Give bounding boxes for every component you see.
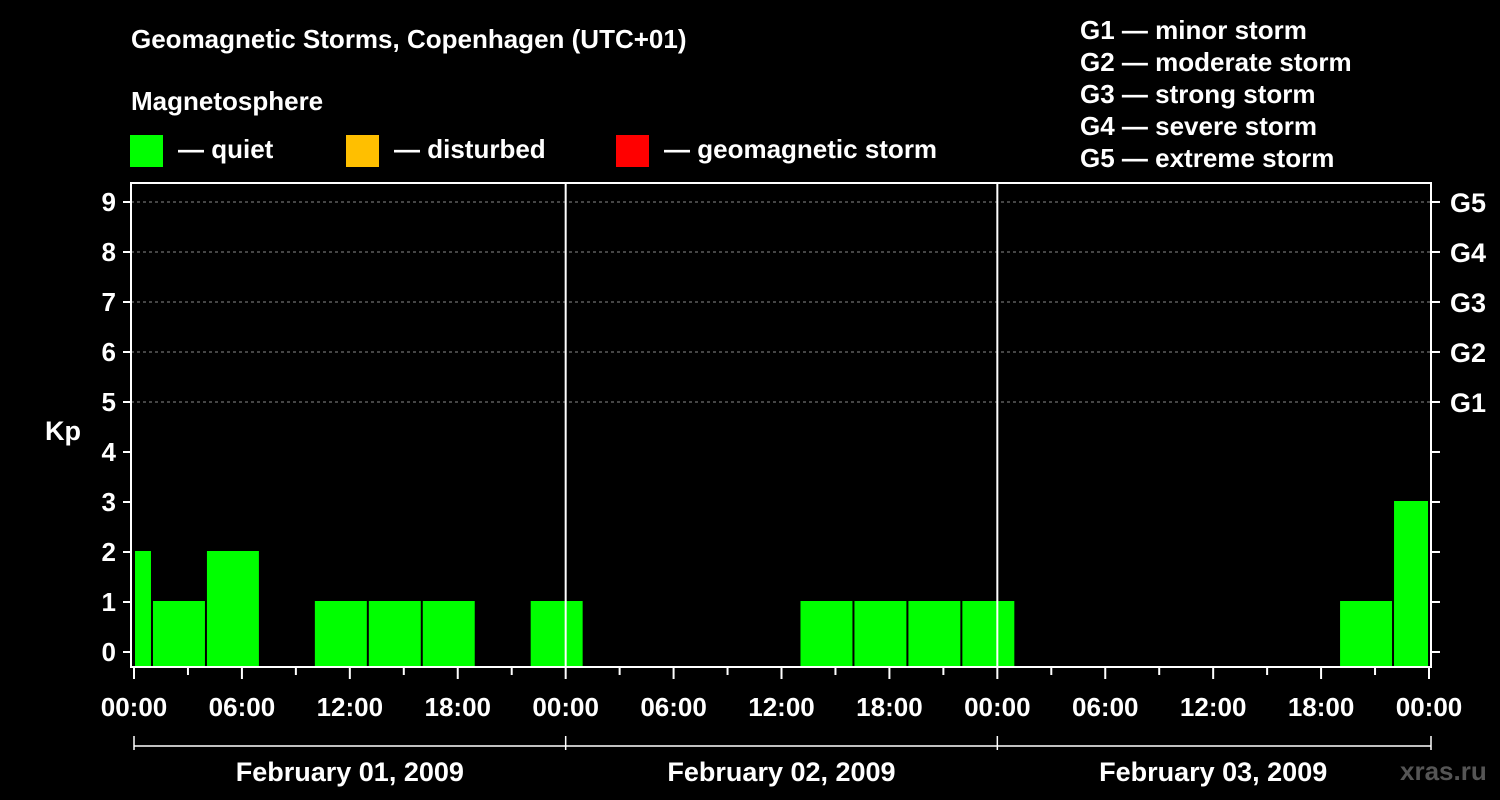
- legend-label-storm: — geomagnetic storm: [664, 134, 938, 164]
- storm-level-tick-label: G5: [1450, 188, 1486, 218]
- x-tick-label: 00:00: [532, 692, 599, 722]
- legend-label-disturbed: — disturbed: [394, 134, 546, 164]
- y-axis-label: Kp: [45, 416, 81, 446]
- storm-level-tick-label: G4: [1450, 238, 1486, 268]
- x-tick-label: 06:00: [209, 692, 276, 722]
- kp-bar: [962, 601, 1015, 667]
- date-label: February 01, 2009: [236, 757, 464, 787]
- y-tick-label: 2: [102, 537, 116, 567]
- x-tick-label: 12:00: [1180, 692, 1247, 722]
- kp-bar: [1394, 501, 1428, 667]
- x-tick-label: 00:00: [964, 692, 1031, 722]
- kp-bar: [422, 601, 475, 667]
- storm-level-g1: G1 — minor storm: [1080, 15, 1307, 45]
- storm-level-g2: G2 — moderate storm: [1080, 47, 1352, 77]
- y-tick-label: 7: [102, 287, 116, 317]
- kp-bar: [368, 601, 421, 667]
- date-label: February 02, 2009: [667, 757, 895, 787]
- legend-swatch-storm: [616, 135, 649, 167]
- y-tick-label: 1: [102, 587, 116, 617]
- x-tick-label: 18:00: [425, 692, 492, 722]
- kp-bar: [206, 551, 259, 667]
- storm-level-g5: G5 — extreme storm: [1080, 143, 1335, 173]
- storm-level-legend: G1 — minor storm G2 — moderate storm G3 …: [1080, 14, 1352, 174]
- x-tick-label: 00:00: [1396, 692, 1463, 722]
- y-tick-label: 8: [102, 237, 116, 267]
- legend-swatch-disturbed: [346, 135, 379, 167]
- x-tick-label: 18:00: [1288, 692, 1355, 722]
- x-tick-label: 06:00: [1072, 692, 1139, 722]
- y-tick-label: 5: [102, 387, 116, 417]
- y-tick-label: 0: [102, 637, 116, 667]
- y-tick-label: 4: [102, 437, 117, 467]
- x-tick-label: 12:00: [748, 692, 815, 722]
- kp-bar: [1340, 601, 1393, 667]
- storm-level-g3: G3 — strong storm: [1080, 79, 1316, 109]
- kp-bar: [135, 551, 151, 667]
- storm-level-tick-label: G3: [1450, 288, 1486, 318]
- x-tick-label: 18:00: [856, 692, 923, 722]
- storm-level-tick-label: G1: [1450, 388, 1486, 418]
- y-tick-label: 3: [102, 487, 116, 517]
- storm-level-tick-label: G2: [1450, 338, 1486, 368]
- legend-label-quiet: — quiet: [178, 134, 274, 164]
- kp-bar: [530, 601, 583, 667]
- kp-bar: [908, 601, 961, 667]
- storm-level-g4: G4 — severe storm: [1080, 111, 1318, 141]
- plot-frame: [130, 182, 1432, 668]
- kp-bar: [314, 601, 367, 667]
- x-tick-label: 06:00: [640, 692, 707, 722]
- date-label: February 03, 2009: [1099, 757, 1327, 787]
- x-tick-label: 00:00: [101, 692, 168, 722]
- kp-bar: [854, 601, 907, 667]
- kp-bar: [800, 601, 853, 667]
- y-tick-label: 6: [102, 337, 116, 367]
- legend-swatch-quiet: [130, 135, 163, 167]
- watermark: xras.ru: [1400, 756, 1487, 786]
- x-tick-label: 12:00: [317, 692, 384, 722]
- y-tick-label: 9: [102, 187, 116, 217]
- chart-title: Geomagnetic Storms, Copenhagen (UTC+01): [131, 24, 687, 54]
- kp-bar: [152, 601, 205, 667]
- magnetosphere-heading: Magnetosphere: [131, 86, 324, 116]
